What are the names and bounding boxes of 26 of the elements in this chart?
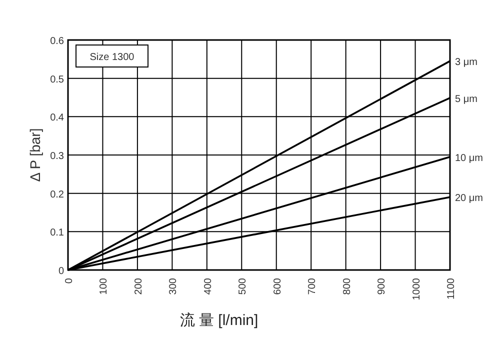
x-tick-label: 400 (202, 278, 214, 295)
x-tick-label: 900 (376, 278, 388, 295)
x-tick-label: 100 (98, 278, 110, 295)
series-label: 10 μm (455, 152, 483, 164)
y-tick-label: 0.4 (50, 112, 64, 124)
y-tick-label: 0.6 (50, 36, 64, 47)
y-tick-label: 0 (58, 266, 64, 277)
x-tick-label: 600 (272, 278, 284, 295)
x-tick-label: 800 (342, 278, 353, 295)
x-tick-label: 1100 (446, 278, 457, 300)
y-tick-label: 0.3 (50, 151, 64, 162)
y-tick-label: 0.5 (50, 74, 64, 86)
y-tick-label: 0.1 (50, 228, 64, 239)
y-axis-title: Δ P [bar] (27, 128, 43, 182)
x-tick-label: 200 (133, 278, 144, 295)
x-tick-label: 500 (238, 278, 249, 295)
x-tick-label: 0 (64, 278, 75, 284)
series-label: 5 μm (455, 94, 478, 105)
x-axis-title: 流 量 [l/min] (180, 312, 258, 329)
series-label: 20 μm (455, 193, 483, 204)
annotation: Size 1300 (90, 52, 135, 63)
x-tick-label: 700 (307, 278, 318, 295)
y-tick-label: 0.2 (50, 189, 64, 200)
x-tick-label: 300 (168, 278, 180, 295)
x-tick-label: 1000 (411, 278, 422, 300)
series-label: 3 μm (455, 57, 478, 68)
